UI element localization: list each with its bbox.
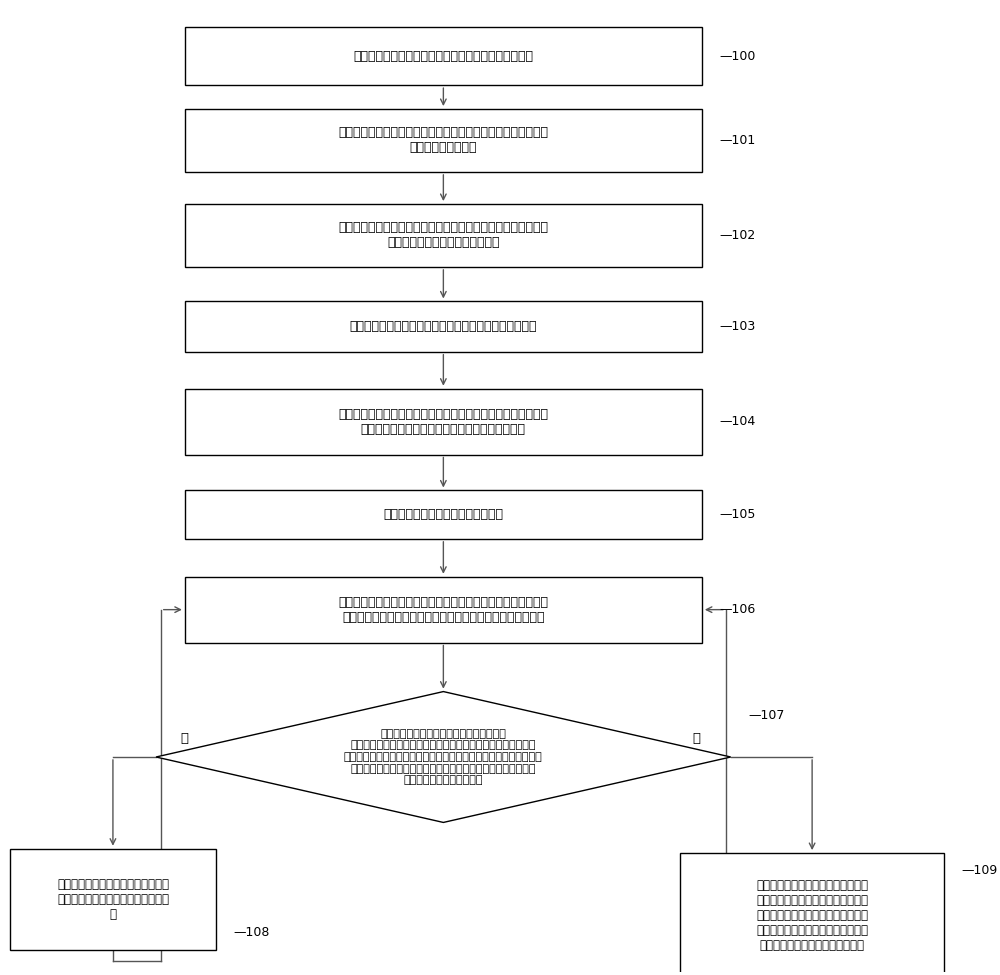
Text: 将第二多生产者单消费者模型队列作
为新的第一多生产者单消费者模型队
列: 将第二多生产者单消费者模型队列作 为新的第一多生产者单消费者模型队 列 [57, 878, 169, 921]
Text: 获取调度执行单元预选表中每一工作调度执
行单元的承载容量，并从第二多生产者单消费者模型队列的队首
开始，依序取出与工作调度执行单元的承载容量对应个数的工作流后
: 获取调度执行单元预选表中每一工作调度执 行单元的承载容量，并从第二多生产者单消费… [344, 728, 543, 785]
FancyBboxPatch shape [680, 853, 944, 975]
Text: 根据承载总容量和工作流总量间的关系确定系统中当前开启或关
闭的调度执行单元的个数，得到工作调度执行单元: 根据承载总容量和工作流总量间的关系确定系统中当前开启或关 闭的调度执行单元的个数… [338, 408, 548, 436]
FancyBboxPatch shape [185, 109, 702, 172]
Text: —105: —105 [719, 508, 756, 522]
Text: 获取第一多生产者单消费者模型队列: 获取第一多生产者单消费者模型队列 [383, 508, 503, 522]
Text: —100: —100 [719, 50, 756, 62]
Text: —101: —101 [719, 134, 755, 147]
Text: 是: 是 [180, 732, 188, 746]
FancyBboxPatch shape [10, 848, 216, 951]
Text: —102: —102 [719, 229, 755, 242]
FancyBboxPatch shape [185, 204, 702, 267]
Text: 根据第一调度执行单元注册表和系统当前工作流的调度压力生成
调度执行单元预选表: 根据第一调度执行单元注册表和系统当前工作流的调度压力生成 调度执行单元预选表 [338, 127, 548, 154]
Text: 将取出的工作流放入第二多生产者单
消费者模型队列，得到新的第二多生
产者单消费者模型队列，并将新的第
二多生产者单消费者模型队列作为新
的第一多生产者单消费者模: 将取出的工作流放入第二多生产者单 消费者模型队列，得到新的第二多生 产者单消费者… [756, 879, 868, 953]
Text: —108: —108 [233, 926, 270, 940]
FancyBboxPatch shape [185, 576, 702, 643]
Text: 否: 否 [692, 732, 700, 746]
FancyBboxPatch shape [185, 301, 702, 352]
Text: 根据系统工作流的调度压力确定当前系统中的工作流总量: 根据系统工作流的调度压力确定当前系统中的工作流总量 [350, 320, 537, 333]
Text: —107: —107 [748, 709, 784, 722]
Text: —104: —104 [719, 415, 755, 428]
Text: —103: —103 [719, 320, 755, 333]
FancyBboxPatch shape [185, 389, 702, 454]
FancyBboxPatch shape [185, 490, 702, 539]
Text: 遍历第一调度执行单元注册表，并确定第一调度执行单元注册表
中所有调度执行单元的承载总容量: 遍历第一调度执行单元注册表，并确定第一调度执行单元注册表 中所有调度执行单元的承… [338, 221, 548, 250]
Text: 获取第一调度执行单元注册表和系统工作流的调度压力: 获取第一调度执行单元注册表和系统工作流的调度压力 [353, 50, 533, 62]
Text: 接收网络传递的工作流，并将接收的工作流返给第一多生产者单
消费者模型队列的队尾，得到第二多生产者单消费者模型队列: 接收网络传递的工作流，并将接收的工作流返给第一多生产者单 消费者模型队列的队尾，… [338, 596, 548, 624]
Polygon shape [156, 691, 731, 823]
Text: —106: —106 [719, 604, 755, 616]
FancyBboxPatch shape [185, 27, 702, 85]
Text: —109: —109 [961, 864, 997, 877]
